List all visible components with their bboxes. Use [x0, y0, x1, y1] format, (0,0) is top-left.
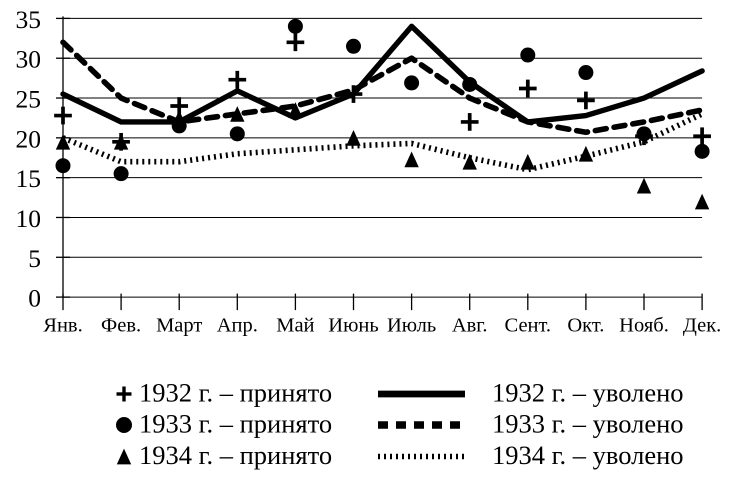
svg-text:1932 г. – принято: 1932 г. – принято [139, 378, 332, 408]
svg-text:1933 г. – уволено: 1933 г. – уволено [492, 409, 684, 439]
svg-text:1934 г. – уволено: 1934 г. – уволено [492, 440, 684, 470]
svg-text:1933 г. – принято: 1933 г. – принято [139, 409, 332, 439]
svg-text:1932 г. – уволено: 1932 г. – уволено [492, 378, 684, 408]
svg-text:1934 г. – принято: 1934 г. – принято [139, 440, 332, 470]
